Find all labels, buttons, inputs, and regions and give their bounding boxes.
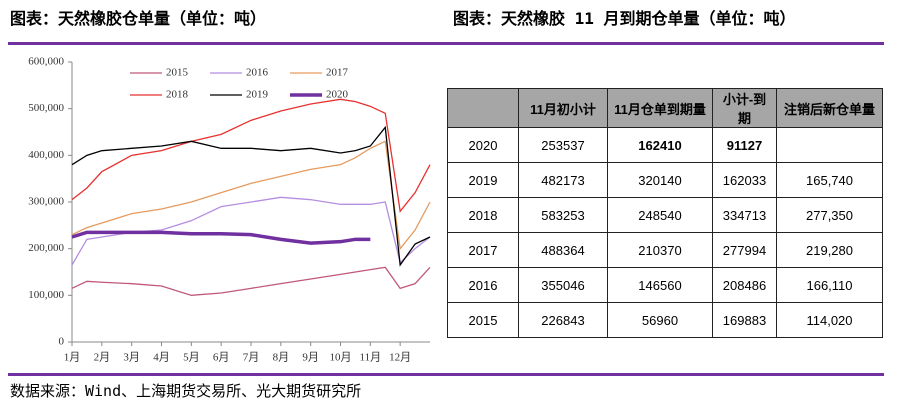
table-row: 2016 355046 146560 208486 166,110 — [447, 267, 883, 303]
legend-label: 2020 — [326, 89, 349, 101]
table-cell: 277994 — [712, 232, 777, 268]
table-cell: 355046 — [518, 267, 608, 303]
table-cell: 488364 — [518, 232, 608, 268]
x-tick-label: 6月 — [213, 352, 230, 364]
x-tick-label: 7月 — [243, 352, 260, 364]
divider — [8, 42, 884, 45]
y-tick-label: 500,000 — [28, 102, 64, 114]
table-cell — [447, 88, 519, 128]
table-cell: 226843 — [518, 302, 608, 338]
table-cell: 169883 — [712, 302, 777, 338]
legend-label: 2017 — [326, 67, 349, 79]
chart: 0 100,000 200,000 300,000 400,000 500,000 600,… — [28, 56, 431, 364]
x-tick-label: 12月 — [389, 352, 411, 364]
table-cell: 2020 — [447, 127, 519, 163]
x-tick-label: 3月 — [123, 352, 140, 364]
x-tick-label: 4月 — [153, 352, 170, 364]
x-tick-label: 11月 — [360, 352, 382, 364]
table-cell: 11月仓单到期量 — [607, 88, 713, 128]
table-row: 2018 583253 248540 334713 277,350 — [447, 197, 883, 233]
line-series — [71, 266, 431, 296]
table: 11月初小计 11月仓单到期量 小计-到期 注销后新仓单量 2020 253537 1624… — [447, 88, 883, 338]
table-cell: 56960 — [607, 302, 713, 338]
left-title: 图表：天然橡胶仓单量（单位：吨） — [10, 9, 267, 28]
y-tick-label: 400,000 — [28, 149, 64, 161]
table-cell: 146560 — [607, 267, 713, 303]
legend-label: 2015 — [166, 67, 189, 79]
right-title: 图表：天然橡胶 11 月到期仓单量（单位：吨） — [453, 9, 796, 28]
table-row: 2019 482173 320140 162033 165,740 — [447, 162, 883, 198]
table-cell: 2017 — [447, 232, 519, 268]
line-series — [71, 125, 431, 267]
y-tick-label: 300,000 — [28, 196, 64, 208]
table-cell: 114,020 — [776, 302, 883, 338]
y-tick-label: 0 — [59, 336, 65, 348]
table-cell: 小计-到期 — [712, 88, 777, 128]
table-cell: 165,740 — [776, 162, 883, 198]
footer: 数据来源：Wind、上海期货交易所、光大期货研究所 — [10, 382, 362, 400]
table-cell: 注销后新仓单量 — [776, 88, 883, 128]
table-cell — [776, 127, 883, 163]
legend-label: 2018 — [166, 89, 189, 101]
x-tick-label: 5月 — [183, 352, 200, 364]
table-cell: 334713 — [712, 197, 777, 233]
table-cell: 162033 — [712, 162, 777, 198]
table-cell: 208486 — [712, 267, 777, 303]
legend-label: 2016 — [246, 67, 269, 79]
table-cell: 2019 — [447, 162, 519, 198]
table-row: 2015 226843 56960 169883 114,020 — [447, 302, 883, 338]
table-cell: 248540 — [607, 197, 713, 233]
x-tick-label: 10月 — [330, 352, 352, 364]
x-tick-label: 8月 — [273, 352, 290, 364]
table-cell: 210370 — [607, 232, 713, 268]
table-row: 11月初小计 11月仓单到期量 小计-到期 注销后新仓单量 — [447, 88, 883, 128]
table-cell: 219,280 — [776, 232, 883, 268]
table-cell: 482173 — [518, 162, 608, 198]
table-cell: 2015 — [447, 302, 519, 338]
y-tick-label: 600,000 — [28, 56, 64, 68]
x-tick-label: 2月 — [94, 352, 111, 364]
table-cell: 162410 — [607, 127, 713, 163]
table-cell: 253537 — [518, 127, 608, 163]
divider — [8, 373, 884, 376]
table-cell: 277,350 — [776, 197, 883, 233]
line-series — [71, 98, 431, 213]
x-tick-label: 1月 — [64, 352, 81, 364]
table-cell: 320140 — [607, 162, 713, 198]
table-cell: 2016 — [447, 267, 519, 303]
table-cell: 91127 — [712, 127, 777, 163]
x-tick-label: 9月 — [302, 352, 319, 364]
legend-label: 2019 — [246, 89, 269, 101]
y-tick-label: 100,000 — [28, 289, 64, 301]
line-series — [71, 230, 371, 245]
table-row: 2017 488364 210370 277994 219,280 — [447, 232, 883, 268]
table-cell: 2018 — [447, 197, 519, 233]
table-cell: 166,110 — [776, 267, 883, 303]
table-cell: 11月初小计 — [518, 88, 608, 128]
y-tick-label: 200,000 — [28, 242, 64, 254]
table-row: 2020 253537 162410 91127 — [447, 127, 883, 163]
table-cell: 583253 — [518, 197, 608, 233]
